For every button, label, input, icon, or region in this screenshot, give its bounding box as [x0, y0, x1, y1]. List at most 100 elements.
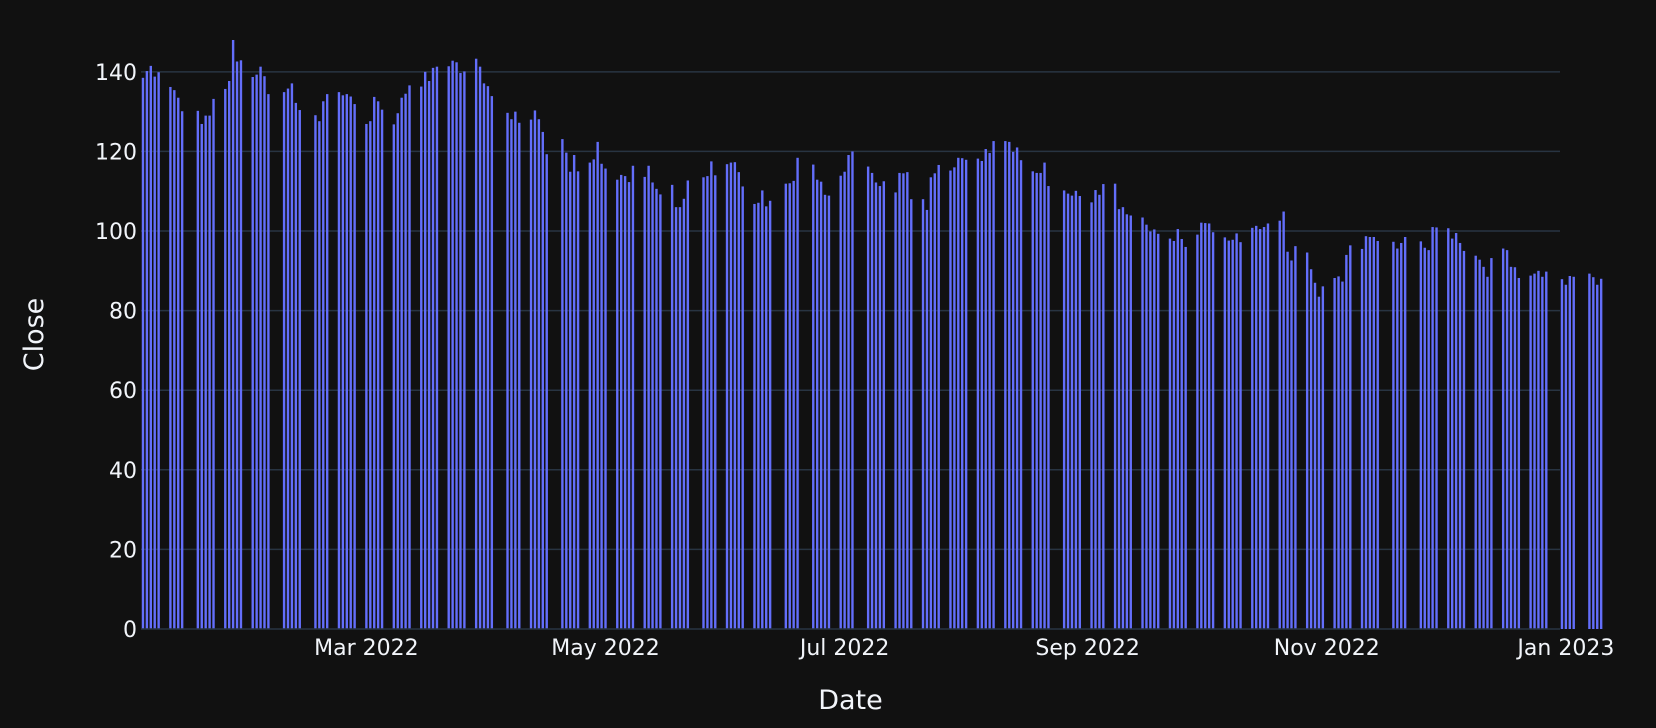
bar	[251, 77, 254, 629]
bar	[788, 183, 791, 629]
bar	[169, 86, 172, 629]
bar	[714, 175, 717, 629]
bar	[1235, 233, 1238, 629]
x-axis-title: Date	[818, 685, 883, 716]
bar	[1321, 286, 1325, 629]
bar	[1447, 228, 1450, 630]
bar	[451, 60, 454, 629]
bar	[1400, 242, 1403, 629]
bar	[1454, 233, 1458, 629]
bar	[1592, 277, 1595, 629]
bar	[1125, 214, 1129, 629]
x-tick-label: Nov 2022	[1274, 636, 1380, 661]
bar	[1262, 227, 1266, 630]
bar	[369, 121, 372, 629]
bar	[376, 101, 380, 630]
bar	[259, 66, 262, 629]
bar	[224, 88, 227, 629]
bar	[322, 101, 325, 630]
y-tick-label: 0	[123, 618, 137, 643]
bar	[1117, 209, 1121, 629]
y-tick-label: 80	[109, 300, 137, 325]
bar	[255, 74, 258, 630]
bar	[600, 163, 603, 629]
bar	[619, 174, 623, 629]
bar	[902, 173, 905, 629]
bar	[545, 154, 548, 629]
bar	[1372, 237, 1376, 629]
bar	[1211, 232, 1215, 629]
bar	[1596, 284, 1599, 629]
bar	[1360, 248, 1364, 629]
bar	[1039, 172, 1042, 630]
bar	[812, 164, 815, 629]
bar	[267, 94, 270, 630]
bar	[616, 179, 619, 629]
bar	[1168, 238, 1172, 629]
bar	[706, 176, 709, 630]
bar	[204, 115, 207, 630]
bar	[1517, 277, 1521, 629]
bar	[1031, 171, 1034, 629]
bar	[984, 149, 987, 630]
bar	[1008, 141, 1011, 629]
bar	[228, 80, 231, 630]
bar	[157, 72, 160, 630]
bar	[651, 182, 654, 629]
bar	[1396, 248, 1399, 630]
bar	[212, 98, 215, 629]
bar	[765, 206, 768, 629]
bar	[847, 155, 850, 629]
bar	[1309, 269, 1313, 629]
bar	[1431, 227, 1434, 630]
bar	[482, 83, 486, 629]
bar	[1200, 222, 1203, 630]
bar	[337, 92, 341, 629]
bar	[631, 165, 635, 629]
bar	[937, 164, 940, 629]
bar	[235, 61, 239, 630]
bar	[455, 62, 458, 630]
bar	[1599, 278, 1603, 629]
bar	[341, 95, 345, 629]
bar	[733, 162, 737, 629]
bar	[1184, 246, 1187, 629]
bar	[980, 160, 984, 630]
bar	[702, 177, 705, 630]
bar	[1364, 236, 1368, 629]
bar	[1196, 234, 1199, 630]
bar	[1090, 202, 1093, 629]
x-tick-label: Jan 2023	[1515, 636, 1614, 661]
bar	[961, 158, 964, 629]
bar	[737, 172, 740, 629]
y-axis-ticks: 0 20 40 60 80 100 120 140	[95, 61, 137, 643]
bar	[823, 194, 827, 629]
bar	[1462, 250, 1466, 629]
bar	[141, 77, 145, 629]
bar	[761, 190, 764, 629]
y-tick-label: 40	[109, 459, 137, 484]
bar	[177, 97, 180, 629]
bar	[572, 155, 576, 629]
bar	[1537, 270, 1540, 629]
bar	[1113, 183, 1117, 630]
bar	[1094, 190, 1097, 630]
bar	[1141, 217, 1144, 629]
bar	[541, 131, 544, 629]
bar	[792, 180, 795, 629]
x-tick-label: Jul 2022	[798, 636, 890, 661]
bar	[529, 119, 533, 629]
bar	[796, 157, 799, 630]
bar	[1313, 282, 1317, 629]
bar	[949, 170, 952, 630]
bar	[1513, 267, 1517, 629]
bar	[1223, 237, 1227, 629]
bar	[1423, 247, 1426, 630]
bar	[827, 195, 831, 630]
bar	[843, 171, 846, 630]
bar	[474, 58, 478, 629]
bar	[1290, 260, 1293, 629]
bar	[200, 123, 203, 629]
bar	[173, 90, 176, 629]
